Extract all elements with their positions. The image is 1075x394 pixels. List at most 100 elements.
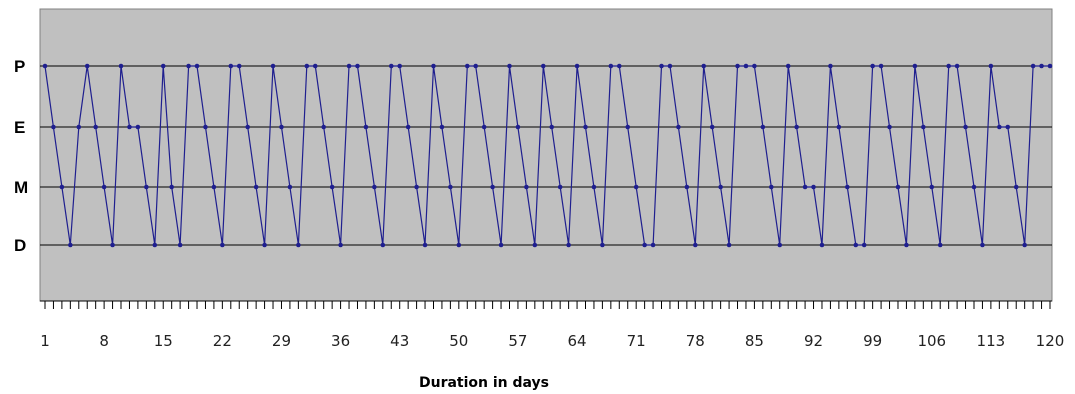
data-point <box>405 124 411 130</box>
data-point <box>895 184 901 190</box>
data-point <box>380 242 386 248</box>
y-tick-label: D <box>14 236 26 255</box>
x-tick-label: 92 <box>804 332 823 350</box>
data-point <box>650 242 656 248</box>
data-point <box>388 63 394 69</box>
data-point <box>633 184 639 190</box>
x-axis-ticks <box>44 301 1051 309</box>
data-point <box>414 184 419 190</box>
x-tick-label: 22 <box>213 332 232 350</box>
data-point <box>794 124 799 130</box>
data-point <box>127 124 132 130</box>
data-point <box>42 63 48 69</box>
data-point <box>422 242 428 248</box>
data-point <box>616 63 622 69</box>
x-tick-label: 36 <box>331 332 350 350</box>
data-point <box>1005 124 1011 130</box>
x-tick-label: 113 <box>977 332 1006 350</box>
data-point <box>1030 63 1036 69</box>
data-point <box>135 124 141 130</box>
data-point <box>101 184 107 190</box>
x-tick-label: 120 <box>1036 332 1065 350</box>
data-point <box>304 63 310 69</box>
data-point <box>980 242 985 248</box>
x-tick-label: 71 <box>627 332 646 350</box>
data-point <box>456 242 462 248</box>
data-point <box>600 242 605 248</box>
data-point <box>169 184 174 190</box>
data-point <box>929 184 935 190</box>
data-point <box>498 242 504 248</box>
data-point <box>684 184 690 190</box>
x-axis-tick-labels: 1 8 15 22 29 36 43 50 57 64 71 78 85 92 99 106 113 120 <box>40 332 1064 350</box>
data-point <box>760 124 766 130</box>
data-point <box>363 124 369 130</box>
y-tick-label: P <box>14 57 25 76</box>
data-point <box>321 124 326 130</box>
data-point <box>448 184 453 190</box>
data-point <box>718 184 723 190</box>
data-point <box>870 63 875 69</box>
x-tick-label: 99 <box>863 332 882 350</box>
data-point <box>802 184 808 190</box>
data-point <box>372 184 377 190</box>
x-axis-title: Duration in days <box>419 375 549 391</box>
data-point <box>887 124 892 130</box>
x-tick-label: 8 <box>99 332 109 350</box>
data-point <box>287 184 293 190</box>
data-point <box>701 63 707 69</box>
data-point <box>549 124 555 130</box>
data-point <box>118 63 124 69</box>
data-point <box>861 242 867 248</box>
data-point <box>329 184 335 190</box>
data-point <box>625 124 631 130</box>
y-tick-label: M <box>14 178 28 197</box>
x-tick-label: 43 <box>390 332 409 350</box>
data-point <box>692 242 698 248</box>
data-point <box>228 63 234 69</box>
data-point <box>93 124 98 130</box>
data-point <box>253 184 259 190</box>
data-point <box>270 63 276 69</box>
data-point <box>144 184 149 190</box>
data-point <box>160 63 166 69</box>
data-point <box>431 63 436 69</box>
x-tick-label: 85 <box>745 332 764 350</box>
data-point <box>439 124 445 130</box>
data-point <box>642 242 647 248</box>
data-point <box>203 124 208 130</box>
data-point <box>524 184 529 190</box>
x-tick-label: 106 <box>917 332 946 350</box>
x-tick-label: 57 <box>508 332 527 350</box>
data-point <box>726 242 732 248</box>
x-tick-label: 1 <box>40 332 50 350</box>
data-point <box>743 63 749 69</box>
data-point <box>1022 242 1027 248</box>
data-point <box>355 63 360 69</box>
data-point <box>828 63 833 69</box>
data-point <box>507 63 512 69</box>
data-point <box>709 124 715 130</box>
data-point <box>937 242 943 248</box>
data-point <box>912 63 918 69</box>
data-point <box>769 184 774 190</box>
data-point <box>752 63 757 69</box>
y-tick-label: E <box>14 118 25 137</box>
data-point <box>177 242 183 248</box>
data-point <box>659 63 664 69</box>
data-point <box>836 124 842 130</box>
data-point <box>194 63 200 69</box>
data-point <box>296 242 301 248</box>
data-point <box>921 124 926 130</box>
data-point <box>583 124 588 130</box>
data-point <box>540 63 546 69</box>
data-point <box>1039 63 1044 69</box>
data-point <box>904 242 909 248</box>
series-group <box>42 63 1053 248</box>
data-point <box>211 184 217 190</box>
data-point <box>954 63 960 69</box>
data-point <box>946 63 951 69</box>
data-point <box>59 184 65 190</box>
data-point <box>245 124 250 130</box>
